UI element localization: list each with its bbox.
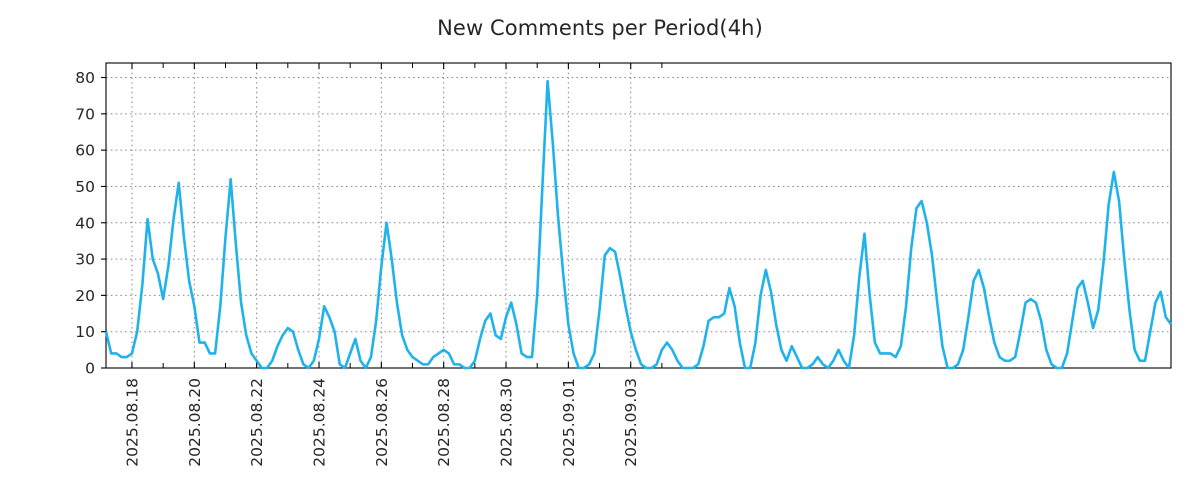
x-tick-label: 2025.08.26	[373, 378, 391, 467]
x-tick-label: 2025.09.01	[560, 378, 578, 467]
y-tick-label: 40	[75, 214, 95, 232]
gridlines-group	[106, 63, 1171, 368]
chart-title: New Comments per Period(4h)	[437, 16, 763, 40]
x-tick-label: 2025.08.28	[435, 378, 453, 467]
y-tick-label: 80	[75, 69, 95, 87]
data-series-line	[104, 79, 1173, 370]
x-tick-label: 2025.08.24	[311, 378, 329, 467]
x-axis-ticks-group: 2025.08.18 2025.08.20 2025.08.22 2025.08.24…	[123, 63, 663, 467]
x-tick-label: 2025.08.18	[123, 378, 141, 467]
plot-frame-border	[105, 62, 1172, 369]
y-tick-label: 60	[75, 142, 95, 160]
y-tick-label: 20	[75, 287, 95, 305]
y-tick-label: 50	[75, 178, 95, 196]
y-tick-label: 70	[75, 105, 95, 123]
y-tick-label: 30	[75, 251, 95, 269]
x-tick-label: 2025.08.30	[498, 378, 516, 467]
y-tick-label: 10	[75, 323, 95, 341]
y-tick-label: 0	[85, 360, 95, 378]
y-axis-ticks-group: 0 10 20 30 40 50 60 70 80	[75, 69, 106, 378]
x-tick-label: 2025.09.03	[622, 378, 640, 467]
x-tick-label: 2025.08.22	[248, 378, 266, 467]
x-tick-label: 2025.08.20	[186, 378, 204, 467]
